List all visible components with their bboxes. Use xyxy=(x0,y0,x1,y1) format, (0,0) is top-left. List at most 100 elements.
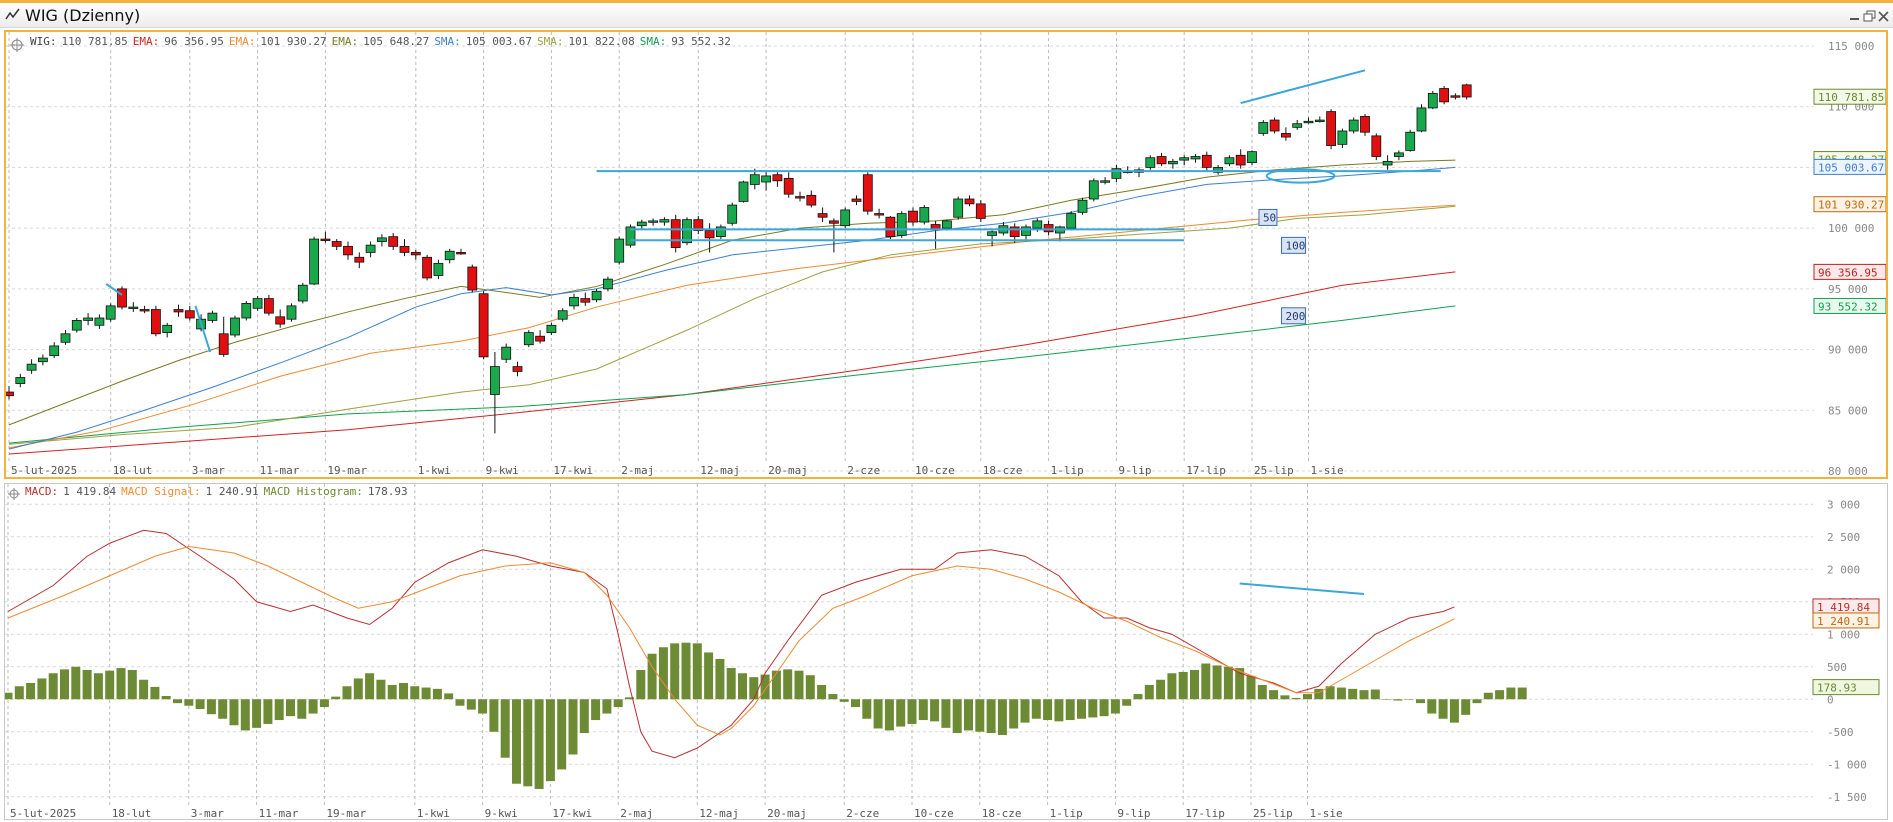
histogram-bar xyxy=(828,694,838,700)
histogram-bar xyxy=(319,699,329,708)
candle-body xyxy=(376,237,387,242)
candle-body xyxy=(117,288,127,308)
candle-body xyxy=(1292,123,1303,128)
histogram-bar xyxy=(636,670,646,700)
value-tag xyxy=(1813,158,1886,175)
candle-body xyxy=(162,324,173,333)
candle-body xyxy=(230,317,240,336)
candle-body xyxy=(38,357,48,363)
candle-body xyxy=(354,256,365,263)
histogram-bar xyxy=(1212,665,1222,700)
x-tick-label: 1-sie xyxy=(1310,807,1343,819)
close-icon[interactable] xyxy=(1877,10,1891,23)
histogram-bar xyxy=(1336,687,1346,700)
y-tick-label: 85 000 xyxy=(1828,404,1868,417)
candle-body xyxy=(1145,157,1156,168)
candle-body xyxy=(501,346,512,360)
histogram-bar xyxy=(432,688,442,700)
drag-handle-icon[interactable] xyxy=(8,488,20,500)
candle-body xyxy=(15,377,26,384)
x-tick-label: 9-kwi xyxy=(486,464,519,477)
x-tick-label: 19-mar xyxy=(327,464,367,477)
candle-body xyxy=(1235,154,1246,166)
candle-body xyxy=(297,284,308,302)
candle-body xyxy=(1326,111,1336,146)
histogram-bar xyxy=(184,699,194,706)
minimize-icon[interactable] xyxy=(1848,10,1862,23)
histogram-bar xyxy=(331,696,341,700)
histogram-bar xyxy=(1088,699,1098,718)
restore-icon[interactable] xyxy=(1863,10,1877,23)
histogram-bar xyxy=(1269,690,1279,700)
candle-body xyxy=(1371,135,1382,157)
candle-body xyxy=(942,220,952,229)
candle-body xyxy=(603,278,613,290)
price-legend: WIG: 110 781.85 EMA: 96 356.95 EMA: 101 930.2… xyxy=(30,35,731,48)
candle-body xyxy=(1179,157,1190,161)
histogram-bar xyxy=(1291,697,1301,700)
x-tick-label: 12-maj xyxy=(700,464,740,477)
x-tick-label: 2-maj xyxy=(620,807,653,819)
x-tick-label: 18-lut xyxy=(112,807,152,819)
trendline xyxy=(194,305,212,353)
y-tick-label: 1 000 xyxy=(1827,628,1860,641)
histogram-bar xyxy=(478,699,488,714)
histogram-bar xyxy=(116,668,126,700)
candle-body xyxy=(467,266,478,291)
candle-body xyxy=(975,203,986,219)
histogram-bar xyxy=(48,673,58,700)
histogram-bar xyxy=(1427,699,1437,714)
candle-body xyxy=(94,317,105,326)
candle-body xyxy=(1303,120,1314,124)
candle-body xyxy=(896,213,907,236)
histogram-bar xyxy=(206,699,216,715)
histogram-bar xyxy=(1416,699,1425,704)
histogram-bar xyxy=(1517,687,1527,700)
legend-label: MACD Histogram: xyxy=(264,485,363,498)
histogram-bar xyxy=(93,673,103,700)
histogram-bar xyxy=(37,678,47,700)
candle-body xyxy=(1439,88,1449,103)
price-chart[interactable]: 5-lut-2025 18-lut 3-mar 11-mar 19-mar 1-kwi 9-… xyxy=(6,32,1886,477)
histogram-bar xyxy=(263,699,273,724)
histogram-bar xyxy=(647,653,657,700)
candle-body xyxy=(953,198,964,218)
histogram-bar xyxy=(26,683,36,700)
candle-body xyxy=(795,196,805,199)
candle-body xyxy=(26,363,37,371)
macd-chart[interactable]: 5-lut-2025 18-lut 3-mar 11-mar 19-mar 1-kwi 9-… xyxy=(5,484,1887,819)
x-tick-label: 11-mar xyxy=(259,807,299,819)
histogram-bar xyxy=(817,684,827,700)
macd-panel[interactable]: 5-lut-2025 18-lut 3-mar 11-mar 19-mar 1-kwi 9-… xyxy=(4,483,1888,820)
drag-handle-icon[interactable] xyxy=(10,38,24,52)
histogram-bar xyxy=(1506,687,1516,700)
histogram-bar xyxy=(794,670,804,700)
y-tick-label: -500 xyxy=(1827,726,1854,739)
candle-body xyxy=(772,174,783,182)
legend-label: EMA: xyxy=(332,35,359,48)
histogram-bar xyxy=(71,666,81,700)
histogram-bar xyxy=(421,687,431,700)
candle-body xyxy=(682,219,692,244)
price-panel[interactable]: 5-lut-2025 18-lut 3-mar 11-mar 19-mar 1-kwi 9-… xyxy=(4,30,1888,479)
histogram-bar xyxy=(1370,689,1380,700)
histogram-bar xyxy=(692,643,702,700)
histogram-bar xyxy=(1009,699,1019,729)
histogram-bar xyxy=(1325,686,1335,700)
candle-body xyxy=(851,198,862,202)
legend-value: 178.93 xyxy=(368,485,408,498)
histogram-bar xyxy=(557,699,567,770)
candle-body xyxy=(1224,157,1235,165)
x-tick-label: 3-mar xyxy=(192,464,225,477)
annotation-box xyxy=(1281,307,1307,325)
trendline xyxy=(1239,582,1365,595)
histogram-bar xyxy=(455,699,465,706)
title-bar[interactable]: WIG (Dzienny) xyxy=(0,0,1893,28)
candle-body xyxy=(523,332,534,346)
candle-body xyxy=(365,244,376,253)
x-tick-label: 18-cze xyxy=(982,807,1022,819)
histogram-bar xyxy=(387,684,397,700)
histogram-bar xyxy=(884,699,894,731)
histogram-bar xyxy=(1314,688,1324,700)
histogram-bar xyxy=(1495,690,1505,700)
